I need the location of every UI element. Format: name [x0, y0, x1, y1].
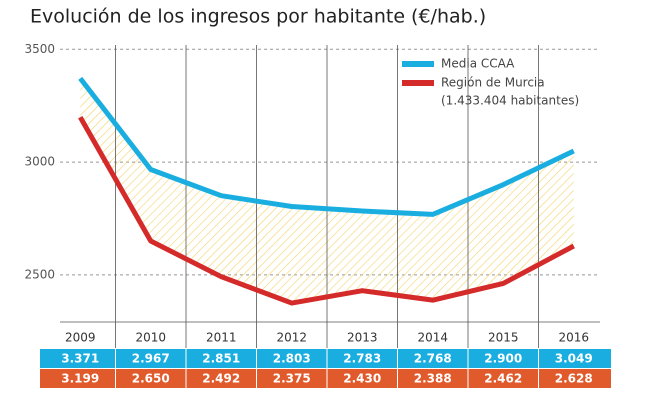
value-label: 2.783 [343, 352, 381, 366]
value-label: 3.371 [61, 352, 99, 366]
legend-label: Región de Murcia [441, 76, 545, 90]
value-label: 2.803 [273, 352, 311, 366]
x-tick-label: 2015 [488, 331, 519, 345]
y-tick-label: 3000 [24, 155, 55, 169]
x-tick-label: 2010 [135, 331, 166, 345]
value-label: 2.628 [555, 372, 593, 386]
x-tick-label: 2013 [347, 331, 378, 345]
value-label: 2.768 [414, 352, 452, 366]
value-label: 2.375 [273, 372, 311, 386]
value-label: 2.650 [132, 372, 170, 386]
value-label: 2.900 [484, 352, 522, 366]
table-row [40, 369, 611, 388]
value-label: 3.199 [61, 372, 99, 386]
y-tick-label: 3500 [24, 42, 55, 56]
chart-title: Evolución de los ingresos por habitante … [30, 6, 486, 28]
x-tick-label: 2016 [558, 331, 589, 345]
value-label: 2.851 [202, 352, 240, 366]
value-label: 2.967 [132, 352, 170, 366]
legend-note: (1.433.404 habitantes) [441, 94, 579, 108]
x-tick-label: 2012 [276, 331, 307, 345]
legend-label: Media CCAA [441, 57, 515, 71]
value-label: 2.492 [202, 372, 240, 386]
x-tick-label: 2009 [65, 331, 96, 345]
series-line [78, 76, 575, 217]
value-label: 3.049 [555, 352, 593, 366]
band-fill [80, 78, 574, 304]
x-tick-label: 2011 [206, 331, 237, 345]
value-label: 2.388 [414, 372, 452, 386]
y-tick-label: 2500 [24, 267, 55, 281]
value-label: 2.430 [343, 372, 381, 386]
x-tick-label: 2014 [417, 331, 448, 345]
value-label: 2.462 [484, 372, 522, 386]
series-line [78, 115, 575, 306]
table-row [40, 349, 611, 368]
